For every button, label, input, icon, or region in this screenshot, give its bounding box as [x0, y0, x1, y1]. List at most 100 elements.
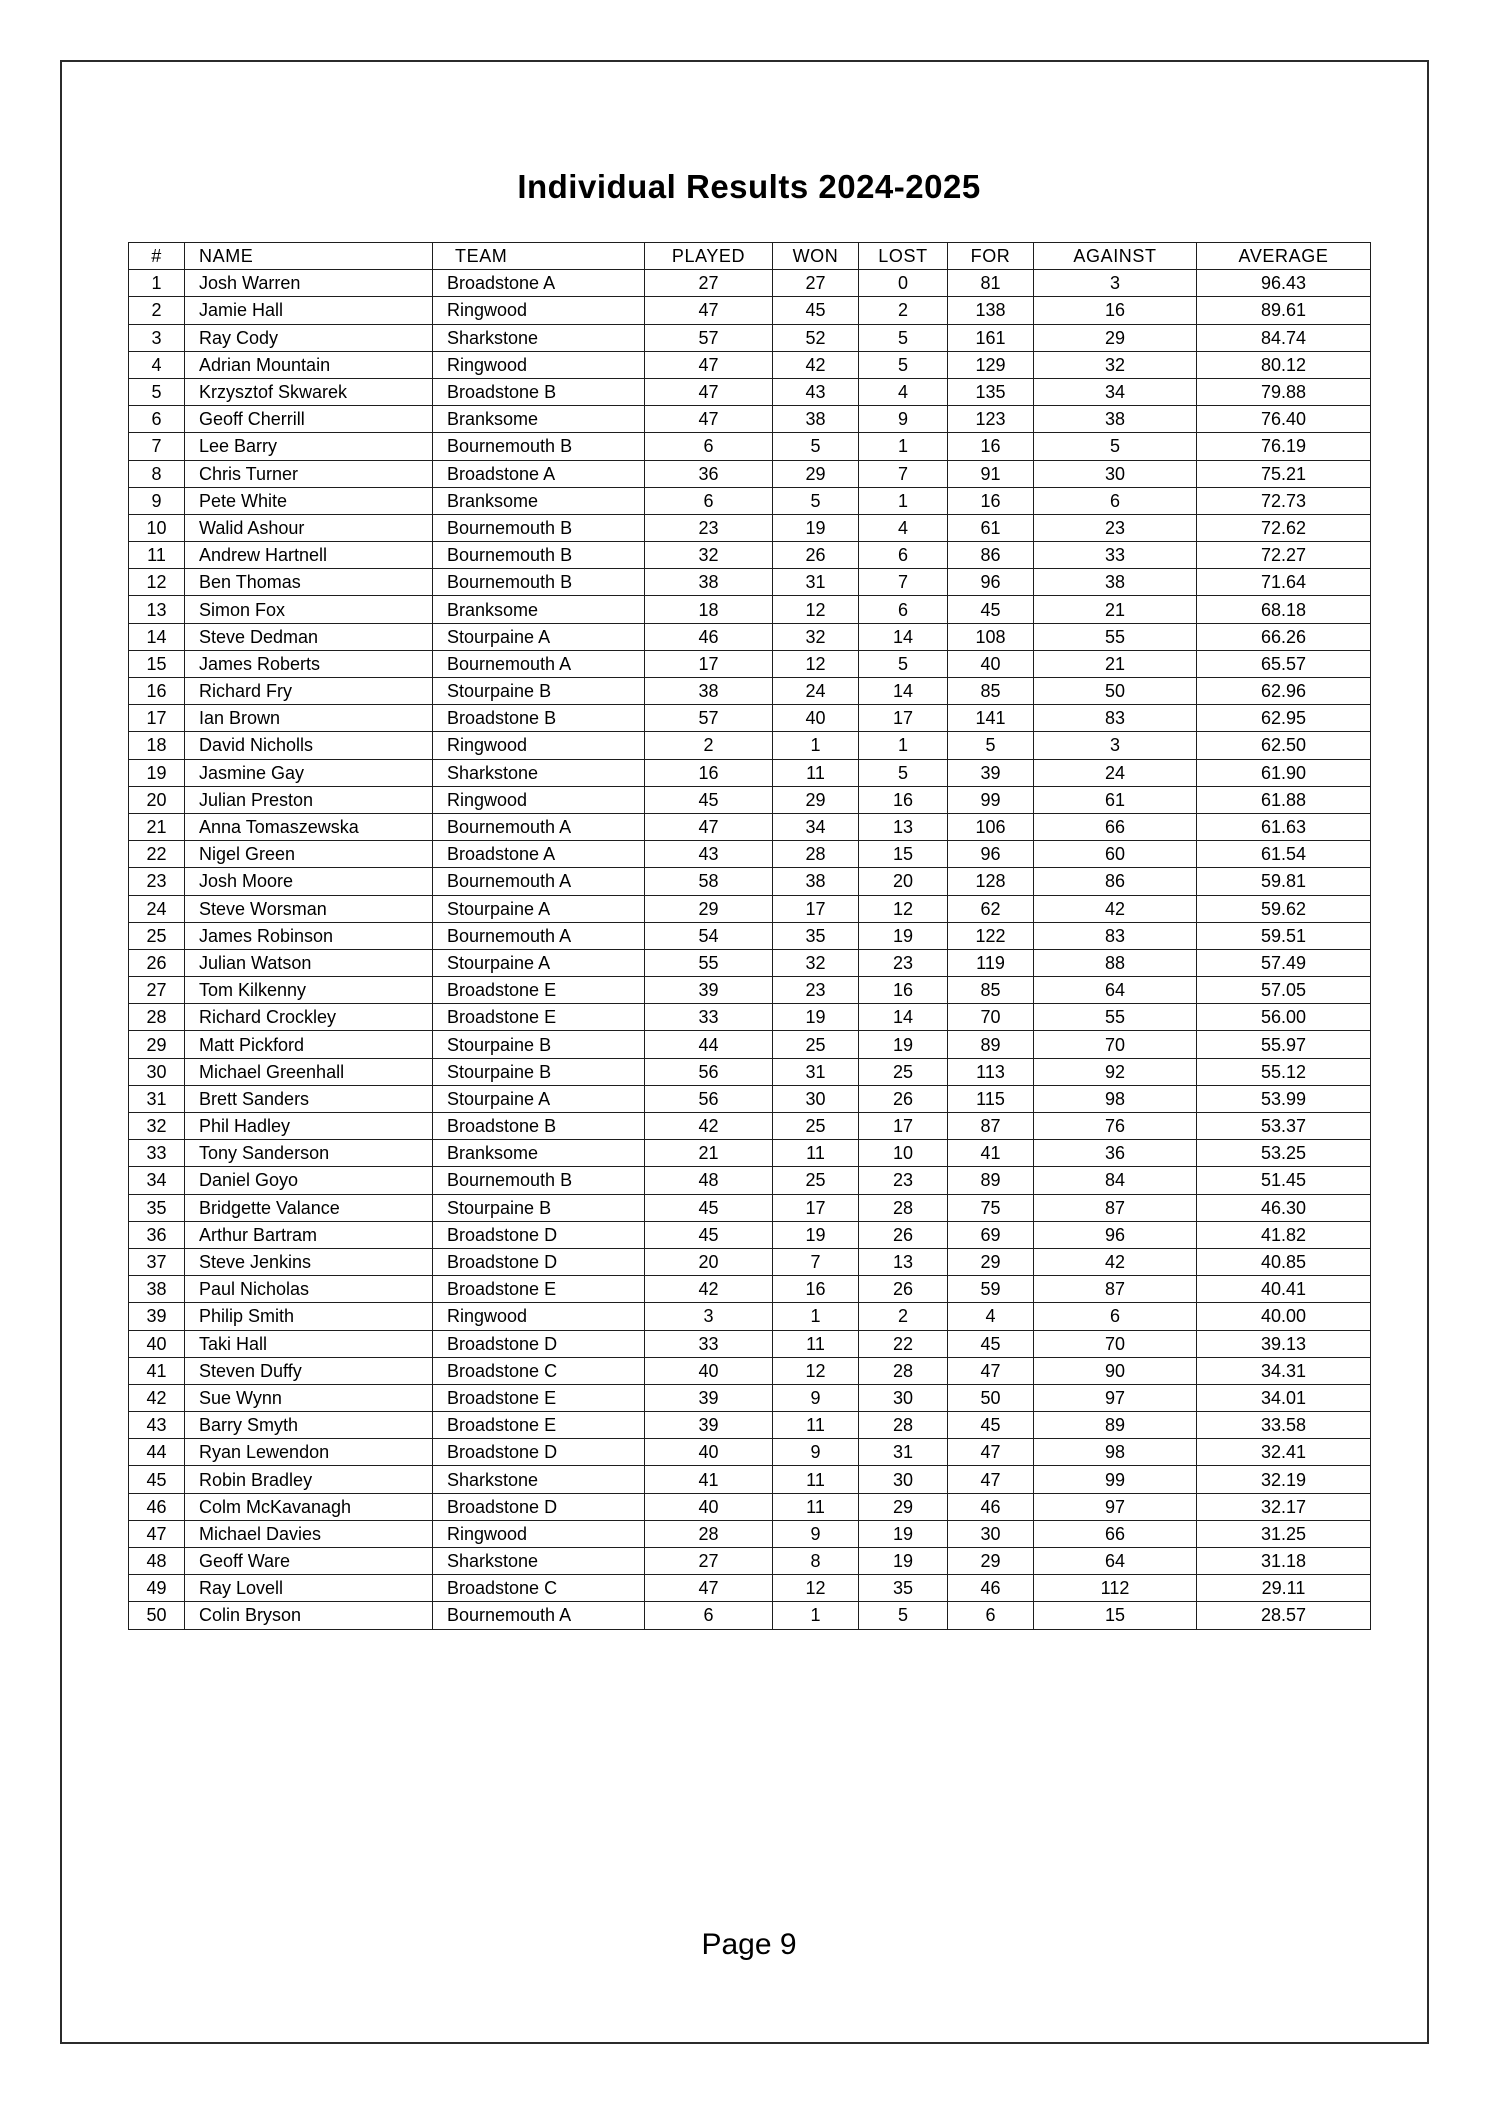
table-cell: Branksome [432, 1139, 645, 1168]
table-cell: 14 [858, 676, 948, 706]
table-cell: 28 [128, 1003, 185, 1032]
table-cell: 9 [128, 486, 185, 515]
table-cell: 135 [947, 377, 1034, 407]
table-cell: 66 [1033, 812, 1197, 842]
table-cell: 29 [128, 1030, 185, 1059]
table-cell: 39 [128, 1302, 185, 1331]
table-cell: 7 [128, 432, 185, 461]
table-cell: 20 [644, 1247, 773, 1277]
table-cell: 45 [947, 1329, 1034, 1358]
table-cell: 38 [1033, 568, 1197, 597]
table-cell: 16 [1033, 296, 1197, 325]
table-row: 30 Michael Greenhall Stourpaine B 56 31 25 113… [128, 1057, 1371, 1086]
table-row: 31 Brett Sanders Stourpaine A 56 30 26 115 98 53… [128, 1084, 1371, 1114]
table-cell: 108 [947, 622, 1034, 651]
table-row: 21 Anna Tomaszewska Bournemouth A 47 34 13 106… [128, 812, 1371, 842]
table-cell: 17 [644, 649, 773, 679]
table-cell: 20 [858, 867, 948, 896]
table-cell: 84 [1033, 1166, 1197, 1195]
column-header: AGAINST [1033, 241, 1197, 271]
table-cell: Sue Wynn [184, 1383, 433, 1413]
table-cell: 43 [772, 377, 859, 407]
table-cell: 81 [947, 269, 1034, 298]
table-cell: 19 [772, 1220, 859, 1249]
table-row: 26 Julian Watson Stourpaine A 55 32 23 119 88 57… [128, 948, 1371, 978]
table-cell: 52 [772, 323, 859, 352]
table-cell: 28 [858, 1411, 948, 1440]
table-cell: 10 [128, 513, 185, 543]
table-cell: 61.63 [1196, 812, 1371, 842]
table-row: 4 Adrian Mountain Ringwood 47 42 5 129 32 80.12 [128, 350, 1371, 379]
table-cell: 21 [644, 1139, 773, 1168]
table-cell: Stourpaine B [432, 1030, 645, 1059]
table-cell: 21 [1033, 595, 1197, 624]
table-cell: 98 [1033, 1438, 1197, 1467]
table-cell: 31.18 [1196, 1546, 1371, 1576]
table-cell: 19 [858, 1546, 948, 1576]
table-cell: Broadstone E [432, 976, 645, 1005]
table-header-row: # NAME TEAM PLAYED WON LOST FOR AGAINST AVERAGE [128, 241, 1371, 271]
table-cell: Sharkstone [432, 758, 645, 787]
table-cell: 6 [1033, 1302, 1197, 1331]
table-cell: Broadstone D [432, 1329, 645, 1358]
table-cell: 76 [1033, 1111, 1197, 1141]
table-cell: 21 [1033, 649, 1197, 679]
table-cell: Broadstone D [432, 1438, 645, 1467]
table-cell: 47 [947, 1438, 1034, 1467]
table-row: 17 Ian Brown Broadstone B 57 40 17 141 83 62.95 [128, 704, 1371, 733]
table-cell: 10 [858, 1139, 948, 1168]
table-cell: 47 [947, 1465, 1034, 1494]
table-cell: 12 [772, 1574, 859, 1603]
table-cell: 29 [947, 1247, 1034, 1277]
table-cell: 59 [947, 1275, 1034, 1304]
table-cell: Arthur Bartram [184, 1220, 433, 1249]
table-cell: 12 [772, 1356, 859, 1385]
table-row: 44 Ryan Lewendon Broadstone D 40 9 31 47 98 32.4… [128, 1438, 1371, 1467]
table-cell: 3 [644, 1302, 773, 1331]
table-cell: 39.13 [1196, 1329, 1371, 1358]
table-cell: 32.41 [1196, 1438, 1371, 1467]
table-cell: 16 [858, 976, 948, 1005]
table-cell: 42 [1033, 1247, 1197, 1277]
table-row: 11 Andrew Hartnell Bournemouth B 32 26 6 86 33 7… [128, 541, 1371, 570]
table-cell: 6 [644, 432, 773, 461]
table-cell: 11 [772, 1139, 859, 1168]
table-cell: 15 [128, 649, 185, 679]
table-cell: 12 [858, 894, 948, 923]
table-cell: 61 [947, 513, 1034, 543]
table-cell: 65.57 [1196, 649, 1371, 679]
table-cell: 27 [644, 269, 773, 298]
table-cell: 55.12 [1196, 1057, 1371, 1086]
table-cell: 29 [772, 785, 859, 814]
table-row: 45 Robin Bradley Sharkstone 41 11 30 47 99 32.19 [128, 1465, 1371, 1494]
table-cell: Steve Dedman [184, 622, 433, 651]
table-cell: Sharkstone [432, 1546, 645, 1576]
table-cell: 99 [1033, 1465, 1197, 1494]
table-cell: 1 [772, 1601, 859, 1630]
table-cell: 29 [1033, 323, 1197, 352]
table-cell: 5 [858, 323, 948, 352]
table-cell: 56 [644, 1084, 773, 1114]
table-cell: 7 [858, 568, 948, 597]
table-cell: Broadstone C [432, 1574, 645, 1603]
table-cell: 11 [772, 1411, 859, 1440]
table-cell: 12 [772, 595, 859, 624]
table-cell: Andrew Hartnell [184, 541, 433, 570]
table-cell: 23 [1033, 513, 1197, 543]
table-cell: 19 [772, 513, 859, 543]
table-cell: 129 [947, 350, 1034, 379]
table-cell: Broadstone A [432, 840, 645, 869]
table-cell: 51.45 [1196, 1166, 1371, 1195]
table-cell: Barry Smyth [184, 1411, 433, 1440]
table-cell: 48 [644, 1166, 773, 1195]
table-row: 25 James Robinson Bournemouth A 54 35 19 122 83… [128, 921, 1371, 950]
table-cell: Geoff Cherrill [184, 405, 433, 434]
table-cell: 1 [858, 731, 948, 760]
table-cell: 29 [858, 1492, 948, 1521]
table-cell: 16 [644, 758, 773, 787]
table-cell: 75 [947, 1193, 1034, 1222]
table-cell: Broadstone C [432, 1356, 645, 1385]
table-cell: 6 [1033, 486, 1197, 515]
table-cell: 16 [947, 432, 1034, 461]
table-cell: 23 [858, 948, 948, 978]
